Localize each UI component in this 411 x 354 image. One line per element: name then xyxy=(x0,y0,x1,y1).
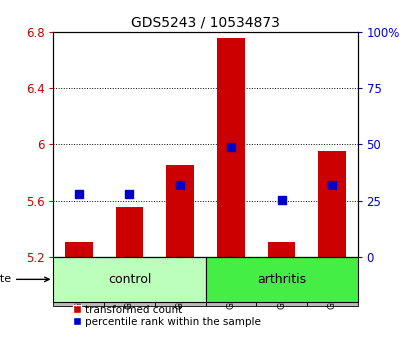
Legend: transformed count, percentile rank within the sample: transformed count, percentile rank withi… xyxy=(74,305,261,327)
Bar xyxy=(318,151,346,257)
Point xyxy=(278,197,285,202)
Bar xyxy=(53,257,104,306)
Bar xyxy=(268,242,296,257)
Point xyxy=(329,182,335,188)
Bar xyxy=(307,257,358,306)
Point xyxy=(228,145,234,150)
Bar xyxy=(155,257,206,306)
Bar xyxy=(256,257,307,306)
Title: GDS5243 / 10534873: GDS5243 / 10534873 xyxy=(131,15,280,29)
Text: GSM567074: GSM567074 xyxy=(74,254,83,309)
Point xyxy=(177,182,183,188)
Bar xyxy=(217,38,245,257)
Text: GSM567081: GSM567081 xyxy=(277,254,286,309)
Text: GSM567076: GSM567076 xyxy=(175,254,185,309)
Bar xyxy=(206,257,358,302)
Bar xyxy=(53,257,206,302)
Text: GSM567082: GSM567082 xyxy=(328,254,337,309)
Text: GSM567075: GSM567075 xyxy=(125,254,134,309)
Bar xyxy=(65,242,93,257)
Text: arthritis: arthritis xyxy=(257,273,306,286)
Bar xyxy=(115,207,143,257)
Bar xyxy=(104,257,155,306)
Text: control: control xyxy=(108,273,151,286)
Point xyxy=(76,192,82,197)
Text: disease state: disease state xyxy=(0,274,49,284)
Bar xyxy=(206,257,256,306)
Text: GSM567080: GSM567080 xyxy=(226,254,236,309)
Bar xyxy=(166,165,194,257)
Point xyxy=(126,191,133,197)
